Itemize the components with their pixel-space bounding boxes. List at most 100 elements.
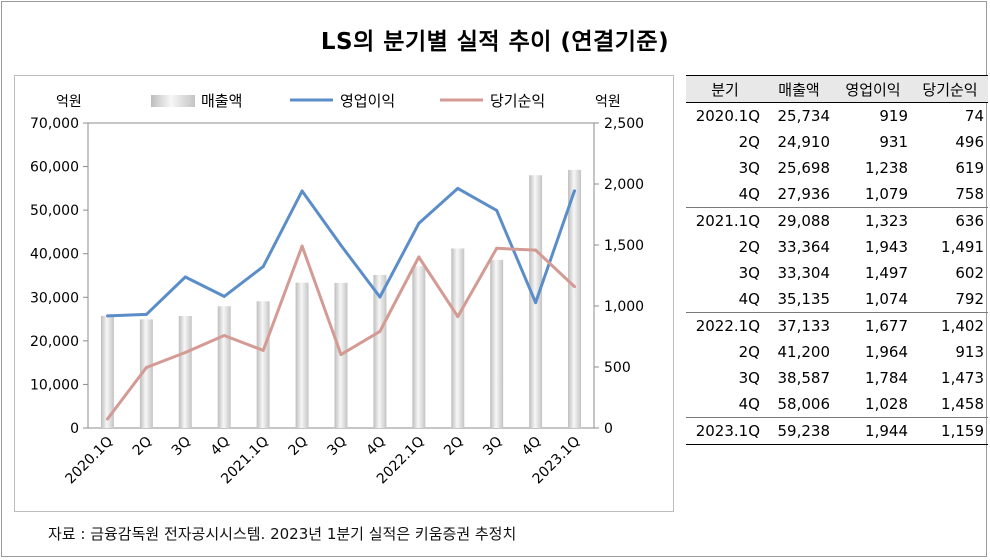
right-tick-label: 1,500 [604, 238, 644, 254]
operating-profit-cell: 1,964 [865, 343, 908, 361]
bar-sales [373, 274, 387, 428]
legend-label-net-income: 당기순익 [490, 92, 545, 110]
legend-label-sales: 매출액 [201, 92, 242, 110]
operating-profit-cell: 1,943 [865, 238, 908, 256]
table-row: 4Q 35,135 1,074 792 [686, 286, 988, 313]
net-income-cell: 913 [955, 343, 984, 361]
point-operating-profit [534, 301, 538, 305]
right-tick-label: 0 [604, 421, 613, 437]
table-row: 2023.1Q 59,238 1,944 1,159 [686, 417, 988, 445]
quarter-cell: 2020.1Q [695, 107, 760, 125]
right-tick-label: 2,000 [604, 177, 644, 193]
legend-label-operating-profit: 영업이익 [340, 92, 395, 110]
net-income-cell: 74 [964, 107, 984, 125]
sales-cell: 37,133 [764, 312, 834, 339]
legend-swatch-sales [151, 95, 195, 107]
table-row: 4Q 27,936 1,079 758 [686, 181, 988, 208]
point-operating-profit [300, 189, 304, 193]
net-income-cell: 619 [955, 159, 984, 177]
sales-cell: 29,088 [764, 207, 834, 234]
table-row: 4Q 58,006 1,028 1,458 [686, 391, 988, 418]
right-tick-label: 500 [604, 360, 631, 376]
net-income-cell: 1,491 [941, 238, 984, 256]
operating-profit-cell: 919 [879, 107, 908, 125]
operating-profit-cell: 1,944 [834, 417, 912, 445]
chart-area: 0 10,000 20,000 30,000 40,000 50,000 60,000 70,… [14, 75, 674, 512]
right-tick-label: 2,500 [604, 116, 644, 132]
point-net-income [378, 329, 382, 333]
header-sales: 매출액 [764, 75, 834, 103]
right-unit-label: 억원 [595, 94, 621, 110]
x-tick-label: 2Q [441, 434, 466, 459]
net-income-cell: 1,473 [941, 369, 984, 387]
operating-profit-cell: 1,784 [865, 369, 908, 387]
quarter-cell: 2023.1Q [686, 417, 764, 445]
quarter-cell: 2Q [738, 343, 760, 361]
point-net-income [183, 350, 187, 354]
point-net-income [261, 348, 265, 352]
sales-cell: 25,698 [777, 159, 831, 177]
bar-sales [100, 315, 114, 428]
left-tick-label: 70,000 [30, 116, 79, 132]
operating-profit-cell: 1,074 [865, 290, 908, 308]
table-row: 2020.1Q 25,734 919 74 [686, 103, 988, 130]
x-tick-label: 3Q [169, 434, 194, 459]
x-tick-label: 2Q [130, 434, 155, 459]
point-net-income [300, 244, 304, 248]
point-operating-profit [417, 221, 421, 225]
x-tick-label: 4Q [363, 434, 388, 459]
operating-profit-cell: 1,323 [834, 207, 912, 234]
table-row: 3Q 38,587 1,784 1,473 [686, 365, 988, 391]
sales-cell: 58,006 [777, 395, 831, 413]
point-net-income [144, 365, 148, 369]
left-unit-label: 억원 [56, 94, 82, 110]
operating-profit-cell: 1,028 [865, 395, 908, 413]
x-tick-label: 4Q [208, 434, 233, 459]
data-table: 분기 매출액 영업이익 당기순익 2020.1Q 25,734 919 74 2Q 24,… [686, 75, 988, 445]
bar-sales [451, 248, 465, 428]
quarter-cell: 2Q [738, 133, 760, 151]
table-row: 3Q 25,698 1,238 619 [686, 155, 988, 181]
point-operating-profit [456, 186, 460, 190]
bar-sales [217, 306, 231, 428]
quarter-cell: 3Q [738, 264, 760, 282]
point-net-income [417, 255, 421, 259]
table-header-row: 분기 매출액 영업이익 당기순익 [686, 75, 988, 103]
sales-cell: 24,910 [777, 133, 831, 151]
net-income-cell: 1,159 [912, 417, 988, 445]
net-income-cell: 602 [955, 264, 984, 282]
net-income-cell: 758 [955, 185, 984, 203]
chart-title: LS의 분기별 실적 추이 (연결기준) [320, 29, 670, 55]
header-quarter: 분기 [686, 75, 764, 103]
x-tick-label: 2020.1Q [63, 434, 117, 488]
source-note: 자료 : 금융감독원 전자공시시스템. 2023년 1분기 실적은 키움증권 추… [48, 525, 517, 543]
point-operating-profit [573, 189, 577, 193]
bar-sales [256, 301, 270, 428]
x-tick-label: 3Q [324, 434, 349, 459]
sales-cell: 33,364 [777, 238, 831, 256]
header-operating-profit: 영업이익 [834, 75, 912, 103]
left-tick-label: 30,000 [30, 290, 79, 306]
point-operating-profit [144, 312, 148, 316]
operating-profit-cell: 1,677 [834, 312, 912, 339]
point-operating-profit [339, 243, 343, 247]
point-operating-profit [105, 314, 109, 318]
bar-sales [139, 319, 153, 428]
x-tick-label: 2Q [285, 434, 310, 459]
point-operating-profit [261, 265, 265, 269]
table-row: 3Q 33,304 1,497 602 [686, 260, 988, 286]
table-row: 2Q 33,364 1,943 1,491 [686, 234, 988, 260]
sales-cell: 35,135 [777, 290, 831, 308]
sales-cell: 41,200 [777, 343, 831, 361]
net-income-cell: 1,402 [912, 312, 988, 339]
table-row: 2022.1Q 37,133 1,677 1,402 [686, 312, 988, 339]
x-tick-label: 3Q [480, 434, 505, 459]
point-operating-profit [222, 294, 226, 298]
point-net-income [105, 417, 109, 421]
operating-profit-cell: 931 [879, 133, 908, 151]
bar-sales [178, 316, 192, 428]
sales-cell: 25,734 [777, 107, 831, 125]
left-tick-label: 50,000 [30, 203, 79, 219]
point-operating-profit [378, 295, 382, 299]
